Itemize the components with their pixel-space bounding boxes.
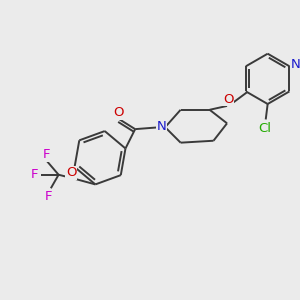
Text: O: O: [66, 166, 76, 179]
Text: N: N: [156, 120, 166, 133]
Text: F: F: [42, 148, 50, 161]
Text: F: F: [31, 168, 38, 181]
Text: F: F: [45, 190, 53, 202]
Text: O: O: [113, 106, 124, 119]
Text: N: N: [290, 58, 300, 71]
Text: Cl: Cl: [258, 122, 271, 135]
Text: O: O: [223, 93, 233, 106]
